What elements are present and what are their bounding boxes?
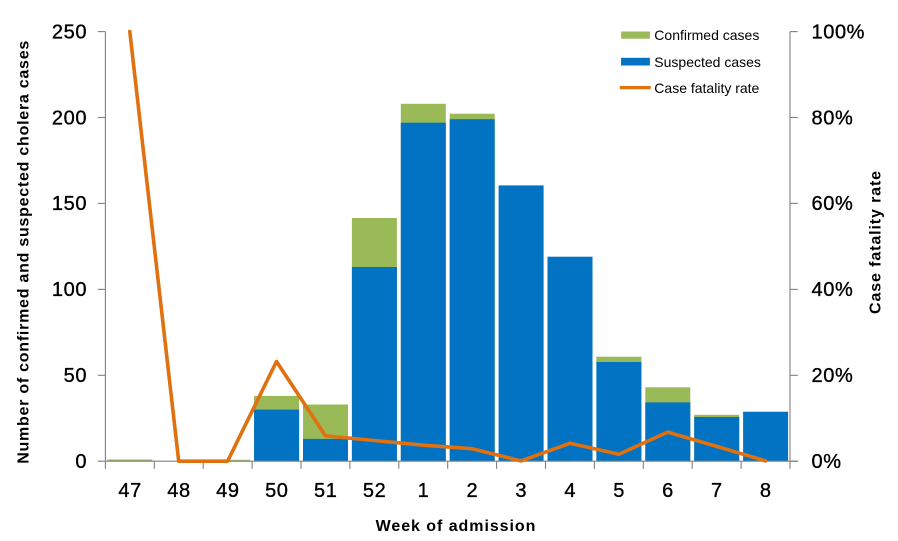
svg-text:0: 0: [75, 451, 87, 473]
svg-text:Confirmed cases: Confirmed cases: [654, 27, 759, 43]
svg-text:60%: 60%: [812, 193, 854, 215]
svg-text:Suspected cases: Suspected cases: [654, 54, 761, 70]
svg-text:4: 4: [564, 480, 576, 502]
svg-text:47: 47: [118, 480, 141, 502]
svg-text:80%: 80%: [812, 107, 854, 129]
svg-text:8: 8: [760, 480, 772, 502]
svg-text:52: 52: [363, 480, 386, 502]
svg-text:250: 250: [52, 21, 87, 43]
svg-text:Case fatality rate: Case fatality rate: [868, 170, 885, 314]
svg-text:Case fatality rate: Case fatality rate: [654, 80, 759, 96]
svg-text:200: 200: [52, 107, 87, 129]
svg-text:1: 1: [418, 480, 430, 502]
svg-text:48: 48: [167, 480, 190, 502]
svg-text:50: 50: [64, 365, 87, 387]
svg-text:2: 2: [467, 480, 479, 502]
svg-text:100: 100: [52, 279, 87, 301]
svg-text:40%: 40%: [812, 279, 854, 301]
svg-text:49: 49: [216, 480, 239, 502]
svg-text:7: 7: [711, 480, 723, 502]
svg-text:0%: 0%: [812, 451, 842, 473]
svg-text:150: 150: [52, 193, 87, 215]
svg-text:Week of admission: Week of admission: [376, 518, 537, 535]
svg-text:100%: 100%: [812, 21, 866, 43]
svg-text:6: 6: [662, 480, 674, 502]
svg-text:20%: 20%: [812, 365, 854, 387]
svg-text:50: 50: [265, 480, 288, 502]
svg-text:3: 3: [515, 480, 527, 502]
svg-text:Number of confirmed and suspec: Number of confirmed and suspected choler…: [16, 40, 33, 464]
svg-text:5: 5: [613, 480, 625, 502]
svg-text:51: 51: [314, 480, 337, 502]
